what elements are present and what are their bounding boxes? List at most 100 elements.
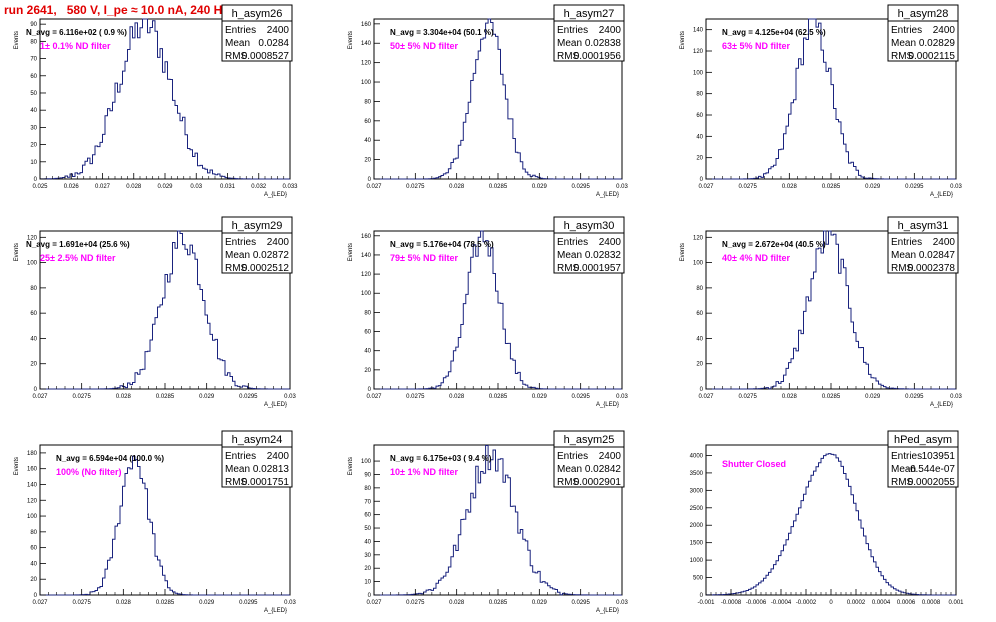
filter-label: 100% (No filter) [56, 467, 122, 477]
histogram-panel-h_asym31: 0.027 0.0275 0.028 0.0285 0.029 0.0295 0.03 0 20… [680, 216, 962, 408]
x-tick-label: 0.0285 [489, 394, 508, 400]
filter-label: Shutter Closed [722, 459, 786, 469]
y-tick-label: 140 [693, 28, 704, 34]
x-tick-label: 0.001 [948, 600, 964, 606]
x-tick-label: 0.0275 [406, 184, 425, 190]
stats-title: h_asym26 [232, 8, 283, 20]
y-tick-label: 60 [696, 113, 703, 119]
stats-entries-value: 2400 [599, 451, 622, 462]
y-tick-label: 60 [30, 74, 37, 80]
x-tick-label: 0.0285 [822, 394, 841, 400]
y-tick-label: 140 [361, 41, 372, 47]
stats-title: h_asym27 [564, 8, 615, 20]
stats-entries-value: 2400 [599, 25, 622, 36]
x-axis-label: A_{LED} [596, 402, 619, 408]
x-tick-label: 0.0275 [72, 600, 91, 606]
y-tick-label: 3500 [690, 471, 704, 477]
stats-entries-value: 103951 [922, 451, 956, 462]
stats-title: h_asym31 [898, 220, 949, 232]
x-tick-label: 0.0006 [897, 600, 916, 606]
x-tick-label: 0.03 [950, 394, 962, 400]
x-tick-label: 0.029 [532, 184, 548, 190]
x-tick-label: 0.0285 [156, 600, 175, 606]
navg-label: N_avg = 3.304e+04 (50.1 %) [390, 28, 494, 37]
y-tick-label: 40 [30, 561, 37, 567]
y-tick-label: 80 [364, 486, 371, 492]
x-tick-label: 0.0295 [571, 600, 590, 606]
histogram-panel-h_asym30: 0.027 0.0275 0.028 0.0285 0.029 0.0295 0.03 0 20… [348, 216, 628, 408]
stats-title: hPed_asym [894, 434, 952, 446]
y-tick-label: 0 [34, 387, 38, 393]
y-tick-label: 180 [27, 451, 38, 457]
stats-rms-value: 0.0001956 [574, 51, 622, 62]
x-tick-label: 0.028 [116, 600, 132, 606]
x-tick-label: 0.027 [95, 184, 111, 190]
stats-mean-value: 0.02872 [253, 250, 290, 261]
stats-entries-label: Entries [557, 237, 588, 248]
y-tick-label: 20 [30, 362, 37, 368]
stats-rms-value: 0.0001751 [242, 477, 290, 488]
histogram-line [40, 230, 290, 390]
stats-mean-label: Mean [891, 250, 916, 261]
y-tick-label: 20 [364, 158, 371, 164]
x-tick-label: 0.029 [532, 394, 548, 400]
x-axis-label: A_{LED} [596, 608, 619, 614]
x-tick-label: 0.0275 [406, 394, 425, 400]
y-tick-label: 40 [696, 134, 703, 140]
stats-mean-label: Mean [557, 38, 582, 49]
x-tick-label: 0.0008 [922, 600, 941, 606]
stats-mean-label: Mean [225, 38, 250, 49]
x-tick-label: 0.0295 [239, 394, 258, 400]
x-tick-label: 0.028 [126, 184, 142, 190]
y-tick-label: 4000 [690, 453, 704, 459]
filter-label: 50± 5% ND filter [390, 41, 458, 51]
y-axis-label: Events [348, 31, 354, 49]
y-axis-label: Events [680, 31, 686, 49]
histogram-panel-hPed_asym: -0.001 -0.0008 -0.0006 -0.0004 -0.0002 0 0.000… [690, 430, 964, 606]
x-tick-label: 0.028 [449, 184, 465, 190]
stats-box [553, 430, 625, 488]
stats-box [887, 4, 959, 62]
y-tick-label: 120 [361, 61, 372, 67]
stats-entries-value: 2400 [267, 237, 290, 248]
x-tick-label: 0.027 [366, 394, 382, 400]
stats-rms-label: RMS [225, 477, 248, 488]
y-tick-label: 30 [364, 553, 371, 559]
y-tick-label: 80 [696, 92, 703, 98]
y-tick-label: 160 [27, 467, 38, 473]
y-tick-label: 1000 [690, 558, 704, 564]
navg-label: N_avg = 2.672e+04 (40.5 %) [722, 240, 826, 249]
y-tick-label: 3000 [690, 488, 704, 494]
x-tick-label: 0.028 [449, 600, 465, 606]
y-axis-label: Events [14, 31, 20, 49]
y-tick-label: 10 [30, 160, 37, 166]
y-tick-label: 80 [30, 39, 37, 45]
x-axis-label: A_{LED} [596, 192, 619, 198]
x-tick-label: 0.0285 [156, 394, 175, 400]
x-tick-label: 0.029 [865, 184, 881, 190]
x-tick-label: 0.0002 [847, 600, 866, 606]
y-axis-label: Events [348, 243, 354, 261]
x-tick-label: 0.027 [366, 184, 382, 190]
x-tick-label: 0.0285 [489, 600, 508, 606]
stats-entries-value: 2400 [933, 237, 956, 248]
x-tick-label: 0.029 [865, 394, 881, 400]
stats-mean-value: 0.02832 [585, 250, 622, 261]
x-tick-label: 0.0295 [239, 600, 258, 606]
y-tick-label: 120 [693, 49, 704, 55]
x-tick-label: 0.03 [284, 600, 296, 606]
stats-rms-label: RMS [891, 51, 914, 62]
y-tick-label: 40 [696, 336, 703, 342]
histogram-panel-h_asym28: 0.027 0.0275 0.028 0.0285 0.029 0.0295 0.03 0 20… [680, 4, 962, 198]
stats-rms-label: RMS [891, 263, 914, 274]
y-tick-label: 120 [27, 235, 38, 241]
y-tick-label: 80 [30, 530, 37, 536]
stats-title: h_asym28 [898, 8, 949, 20]
y-tick-label: 20 [696, 362, 703, 368]
histogram-line [374, 18, 622, 180]
stats-entries-label: Entries [891, 237, 922, 248]
y-tick-label: 100 [693, 70, 704, 76]
navg-label: N_avg = 1.691e+04 (25.6 %) [26, 240, 130, 249]
histogram-line [706, 230, 956, 390]
